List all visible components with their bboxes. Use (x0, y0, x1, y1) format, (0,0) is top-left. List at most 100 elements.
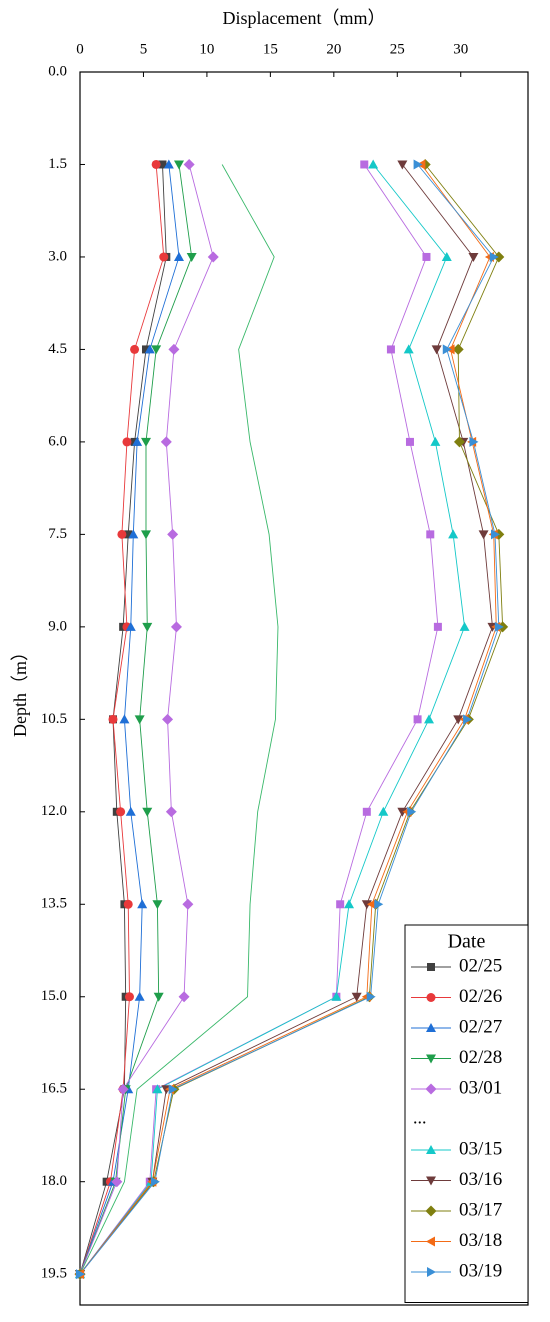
x-tick-label: 15 (263, 41, 278, 57)
marker (403, 344, 414, 354)
y-axis-label: Depth（m） (10, 643, 30, 737)
marker (168, 343, 180, 355)
legend-label: 02/28 (459, 1047, 502, 1068)
y-tick-label: 18.0 (41, 1173, 67, 1189)
marker (448, 529, 459, 539)
y-tick-label: 4.5 (48, 341, 67, 357)
x-tick-label: 20 (326, 41, 341, 57)
marker (170, 621, 182, 633)
marker (111, 1176, 123, 1188)
marker (425, 1205, 437, 1217)
marker (463, 714, 473, 725)
y-tick-label: 10.5 (41, 711, 67, 727)
legend-label: 03/19 (459, 1260, 502, 1281)
marker (108, 714, 118, 724)
marker (469, 436, 479, 447)
marker (426, 530, 435, 539)
marker (397, 160, 408, 170)
marker (153, 992, 164, 1002)
y-tick-label: 0.0 (48, 63, 67, 79)
plot-frame (79, 71, 529, 1306)
marker (117, 529, 127, 539)
legend-label: 03/18 (459, 1230, 502, 1251)
marker (368, 159, 379, 169)
marker (123, 899, 133, 909)
marker (160, 436, 172, 448)
marker (178, 991, 190, 1003)
marker (493, 251, 505, 263)
series-line (79, 164, 193, 1275)
marker (407, 806, 417, 817)
legend-label: 02/26 (459, 986, 502, 1007)
legend-label: 03/15 (459, 1138, 502, 1159)
x-tick-label: 30 (453, 41, 468, 57)
marker (162, 713, 174, 725)
series-line (79, 164, 439, 1275)
marker (167, 528, 179, 540)
marker (426, 1176, 436, 1186)
marker (142, 807, 153, 817)
marker (427, 1267, 436, 1277)
x-tick-label: 25 (390, 41, 405, 57)
marker (117, 1083, 129, 1095)
marker (478, 530, 489, 540)
marker (140, 437, 151, 447)
marker (140, 530, 151, 540)
y-tick-label: 9.0 (48, 618, 67, 634)
marker (182, 898, 194, 910)
legend-label: 03/17 (459, 1199, 502, 1220)
marker (125, 806, 136, 816)
legend-label: 03/16 (459, 1169, 502, 1190)
marker (374, 899, 384, 910)
marker (165, 806, 177, 818)
marker (158, 160, 167, 169)
marker (427, 963, 435, 971)
marker (336, 900, 345, 909)
marker (424, 714, 435, 724)
marker (150, 1176, 160, 1187)
marker (183, 158, 195, 170)
y-tick-label: 1.5 (48, 156, 67, 172)
marker (159, 252, 169, 262)
marker (141, 345, 150, 354)
legend-ellipsis: ... (413, 1108, 427, 1128)
marker (413, 715, 422, 724)
legend-title: Date (448, 931, 486, 953)
y-tick-label: 13.5 (41, 896, 67, 912)
marker (494, 621, 504, 632)
y-tick-label: 7.5 (48, 526, 67, 542)
x-tick-label: 5 (140, 41, 148, 57)
marker (459, 621, 470, 631)
marker (360, 160, 369, 169)
marker (125, 621, 136, 631)
marker (426, 1054, 436, 1064)
marker (366, 991, 376, 1002)
marker (426, 1145, 436, 1154)
marker (386, 345, 395, 354)
marker (366, 899, 376, 910)
marker (489, 251, 499, 262)
marker (344, 899, 355, 909)
y-tick-label: 19.5 (41, 1266, 67, 1282)
marker (491, 529, 501, 540)
marker (128, 529, 139, 539)
marker (442, 344, 452, 355)
marker (76, 1269, 85, 1280)
marker (430, 436, 441, 446)
marker (137, 899, 148, 909)
marker (452, 343, 464, 355)
legend-box (404, 924, 529, 1303)
marker (331, 991, 342, 1001)
y-tick-label: 12.0 (41, 803, 67, 819)
y-tick-label: 6.0 (48, 433, 67, 449)
marker (413, 159, 423, 170)
marker (119, 714, 130, 724)
marker (426, 1236, 435, 1247)
marker (152, 900, 163, 910)
marker (142, 622, 153, 632)
marker (378, 806, 389, 816)
marker (405, 437, 414, 446)
marker (168, 1084, 178, 1095)
